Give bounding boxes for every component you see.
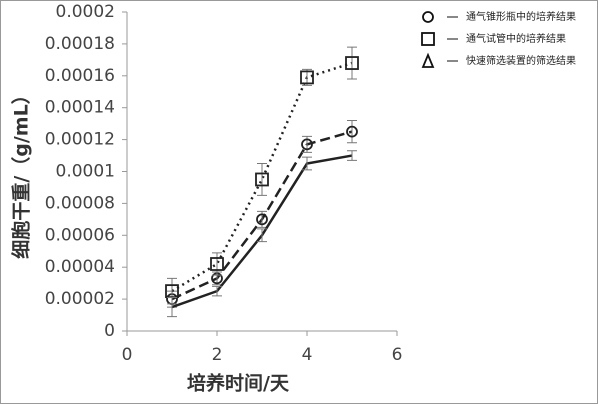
legend-label: 通气试管中的培养结果 — [466, 32, 566, 45]
y-axis-label: 细胞干重/（g/mL） — [10, 85, 33, 258]
y-tick-label: 0.00004 — [45, 257, 115, 277]
error-bar — [347, 150, 357, 161]
legend-marker — [421, 32, 435, 46]
marker — [345, 56, 359, 70]
y-tick-label: 0.00008 — [45, 193, 115, 213]
legend-marker — [421, 52, 435, 68]
y-tick-label: 0 — [104, 321, 115, 341]
x-tick-label: 4 — [302, 345, 313, 365]
y-tick-label: 0.00014 — [45, 98, 115, 118]
error-bar — [257, 163, 267, 196]
legend-label: 快速筛选装置的筛选结果 — [466, 54, 576, 67]
legend-label: 通气锥形瓶中的培养结果 — [466, 10, 576, 23]
x-tick-label: 0 — [122, 345, 133, 365]
marker — [346, 125, 358, 138]
error-bar — [302, 156, 312, 171]
marker — [255, 172, 269, 187]
y-tick-label: 0.00018 — [45, 34, 115, 54]
error-bar — [347, 119, 357, 144]
error-bar — [212, 285, 222, 297]
x-axis-label: 培养时间/天 — [187, 372, 290, 395]
marker — [210, 257, 224, 271]
y-tick-label: 0.00002 — [45, 289, 115, 309]
x-tick-label: 2 — [212, 345, 223, 365]
y-tick-label: 0.00016 — [45, 66, 115, 86]
marker — [301, 138, 313, 151]
error-bar — [167, 297, 177, 318]
marker — [300, 70, 314, 85]
marker — [256, 213, 268, 226]
y-tick-label: 0.0001 — [56, 162, 115, 182]
error-bar — [347, 46, 357, 80]
y-tick-label: 0.0002 — [56, 2, 115, 22]
y-tick-label: 0.00006 — [45, 225, 115, 245]
legend-marker — [422, 11, 434, 23]
x-tick-label: 6 — [392, 345, 403, 365]
error-bar — [212, 252, 222, 276]
y-tick-label: 0.00012 — [45, 130, 115, 150]
error-bar — [257, 228, 267, 243]
